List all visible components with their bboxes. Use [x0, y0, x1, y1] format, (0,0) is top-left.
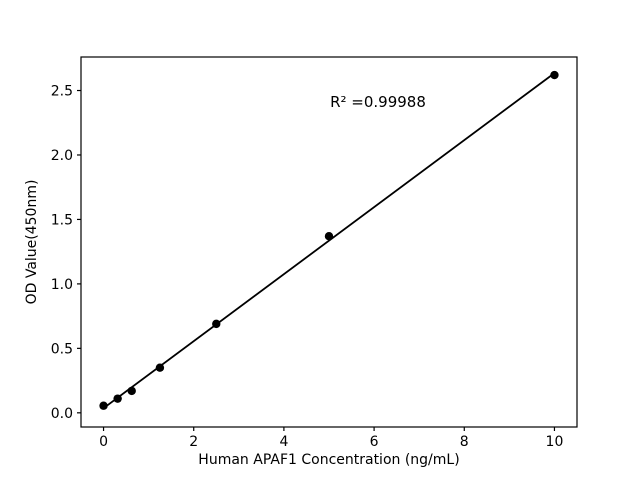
data-point	[155, 363, 165, 372]
data-point	[212, 319, 221, 329]
y-axis-label: OD Value(450nm)	[24, 180, 40, 305]
axis-ticks: 0 2 4 6 8 10 0.0 0.5 1.0 1.5 2.0 2.5	[51, 84, 564, 450]
x-tick-label: 0	[99, 434, 108, 450]
data-points-layer	[99, 70, 559, 410]
x-tick-label: 6	[370, 434, 379, 450]
x-tick-label: 8	[460, 434, 469, 450]
y-tick-label: 0.0	[51, 406, 73, 422]
x-tick-label: 4	[279, 434, 288, 450]
data-point	[113, 394, 122, 403]
y-tick-label: 1.5	[51, 212, 73, 228]
data-point	[550, 70, 559, 80]
plot-frame	[80, 56, 578, 428]
y-tick-label: 2.5	[51, 84, 73, 100]
fit-line-layer	[102, 72, 556, 410]
y-tick-label: 2.0	[51, 148, 73, 164]
x-axis-label: Human APAF1 Concentration (ng/mL)	[198, 452, 459, 468]
r-squared-annotation: R² =0.99988	[330, 93, 426, 111]
y-tick-label: 1.0	[51, 277, 73, 293]
x-tick-label: 2	[189, 434, 198, 450]
data-point	[324, 231, 334, 241]
y-tick-label: 0.5	[51, 341, 73, 357]
data-point	[127, 386, 136, 396]
data-point	[99, 401, 108, 410]
fit-line	[102, 72, 556, 410]
x-tick-label: 10	[546, 434, 564, 450]
